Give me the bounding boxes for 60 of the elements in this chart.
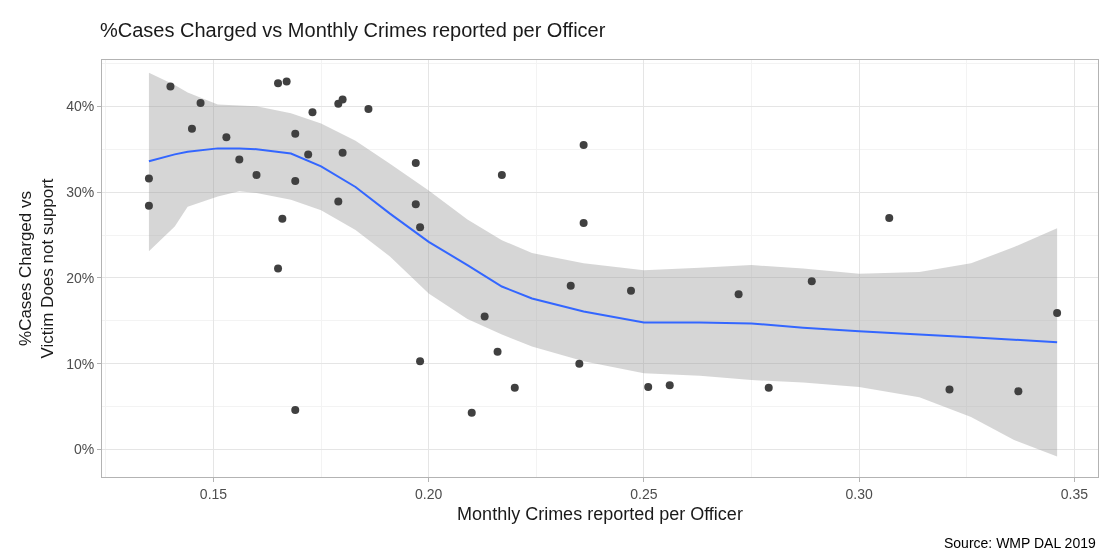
point [945, 385, 954, 394]
point [222, 133, 231, 142]
point [196, 98, 205, 107]
point [278, 214, 287, 223]
y-axis-title: %Cases Charged vs Victim Does not support [15, 178, 57, 359]
point [338, 148, 347, 157]
point [144, 174, 153, 183]
point [291, 129, 300, 138]
point [274, 264, 283, 273]
point [644, 382, 653, 391]
point [334, 197, 343, 206]
point [338, 95, 347, 104]
x-axis-title: Monthly Crimes reported per Officer [457, 503, 743, 524]
y-tick-label: 20% [66, 269, 95, 286]
point [291, 176, 300, 185]
point [274, 79, 283, 88]
point [334, 99, 343, 108]
point [626, 286, 635, 295]
chart-title: %Cases Charged vs Monthly Crimes reported per Officer [100, 19, 606, 41]
point [187, 124, 196, 133]
point [497, 170, 506, 179]
point [252, 170, 261, 179]
point [480, 312, 489, 321]
point [493, 347, 502, 356]
point [734, 290, 743, 299]
point [566, 281, 575, 290]
point [416, 357, 425, 366]
point [579, 219, 588, 228]
point [807, 277, 816, 286]
line-series [147, 147, 1059, 344]
y-tick-label: 30% [66, 184, 95, 201]
point [411, 200, 420, 209]
point [665, 381, 674, 390]
point [144, 201, 153, 210]
source-note: Source: WMP DAL 2019 [944, 535, 1096, 551]
point [575, 359, 584, 368]
point [411, 158, 420, 167]
point [885, 213, 894, 222]
point [166, 82, 175, 91]
x-tick-label: 0.20 [415, 485, 443, 502]
point [291, 406, 300, 415]
point [235, 155, 244, 164]
point [579, 140, 588, 149]
y-tick-label: 40% [66, 98, 95, 115]
x-tick-label: 0.30 [845, 485, 873, 502]
point [304, 150, 313, 159]
point [282, 77, 291, 86]
point [1053, 309, 1062, 318]
point [510, 383, 519, 392]
point [416, 223, 425, 232]
x-tick-label: 0.15 [199, 485, 228, 502]
y-tick-label: 10% [66, 355, 95, 372]
point [467, 408, 476, 417]
point [364, 104, 373, 113]
point [764, 383, 773, 392]
point [1014, 387, 1023, 396]
y-tick-label: 0% [73, 441, 95, 458]
point [308, 108, 317, 117]
x-tick-label: 0.35 [1060, 485, 1089, 502]
x-tick-label: 0.25 [630, 485, 658, 502]
